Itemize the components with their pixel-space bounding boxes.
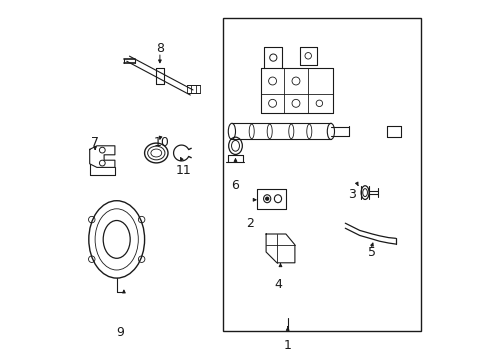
Text: 3: 3: [348, 188, 356, 201]
Bar: [223, 18, 420, 331]
Text: 5: 5: [367, 246, 376, 258]
Circle shape: [265, 197, 268, 200]
Text: 6: 6: [231, 179, 239, 192]
Text: 4: 4: [274, 278, 282, 291]
Text: 1: 1: [283, 339, 291, 352]
Text: 7: 7: [91, 136, 99, 149]
Text: 10: 10: [153, 136, 169, 149]
Text: 11: 11: [175, 165, 191, 177]
Text: 2: 2: [245, 217, 253, 230]
Text: 9: 9: [116, 327, 124, 339]
Text: 8: 8: [156, 42, 163, 55]
